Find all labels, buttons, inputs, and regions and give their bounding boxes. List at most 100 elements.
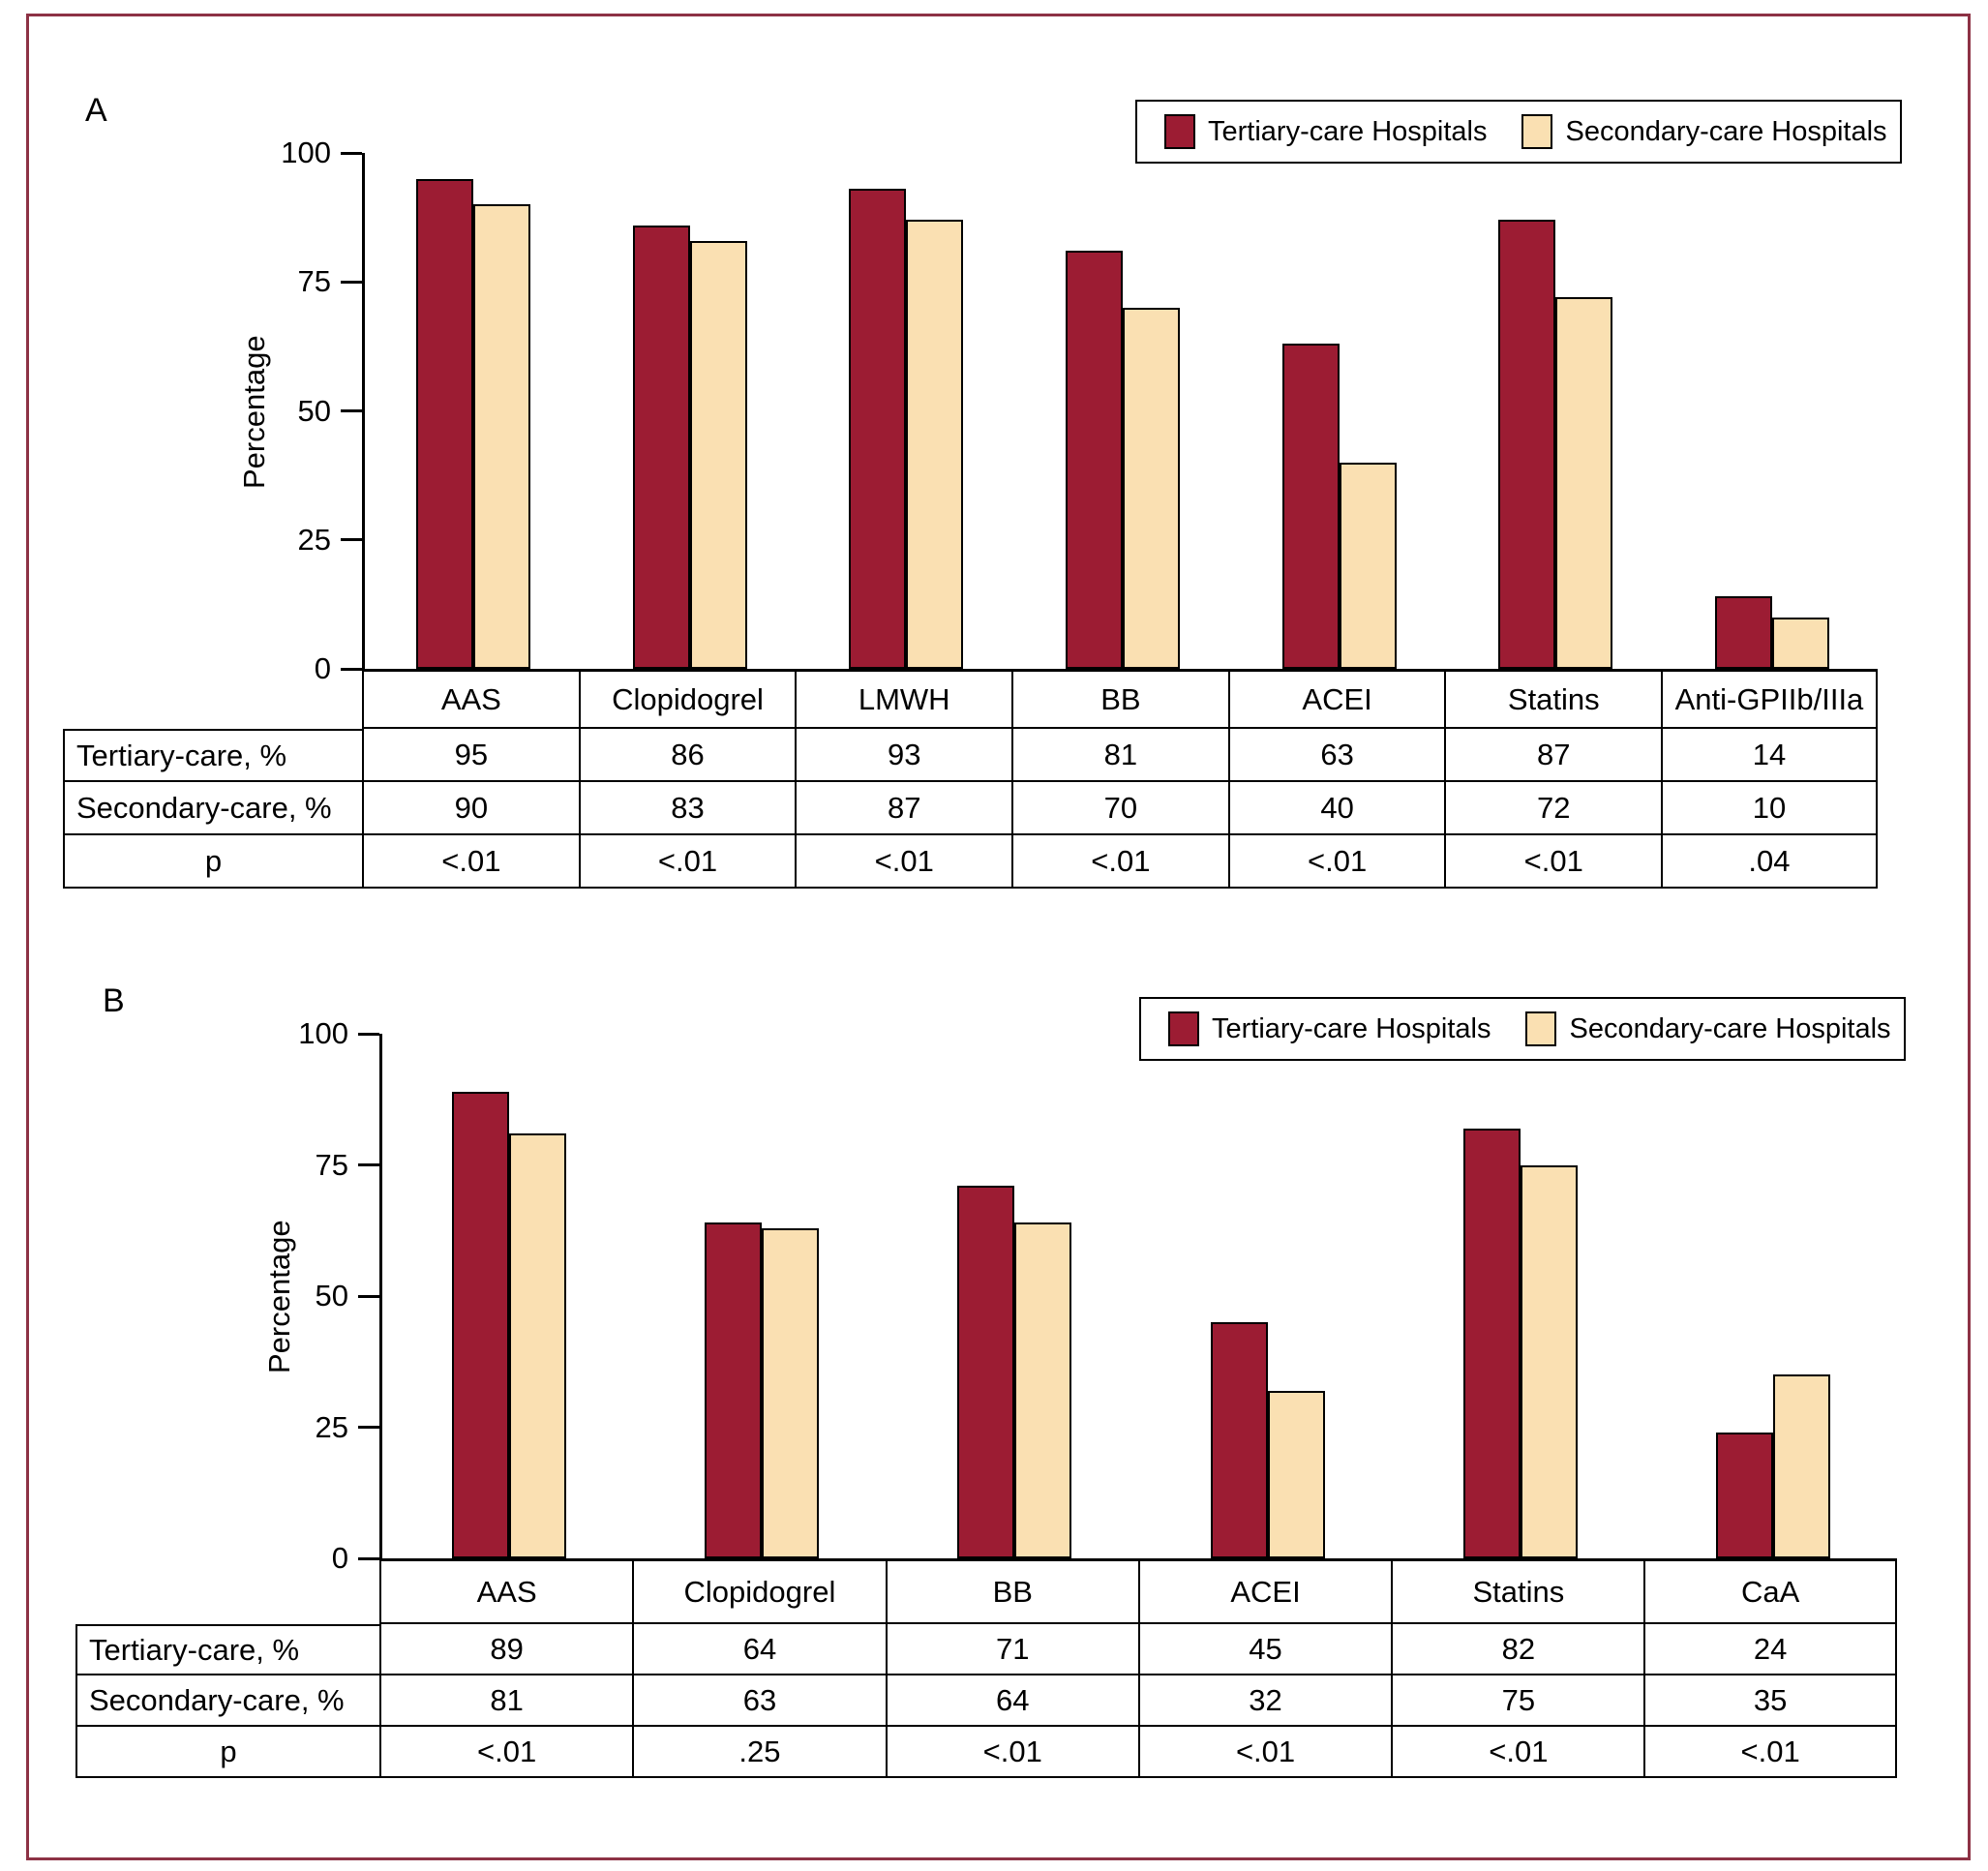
bar-secondary-BB	[1014, 1222, 1072, 1558]
bar-secondary-Anti-GPIIb/IIIa	[1772, 617, 1830, 669]
panel-a-legend: Tertiary-care Hospitals Secondary-care H…	[1135, 100, 1902, 164]
bar-tertiary-AAS	[415, 178, 473, 669]
bar-tertiary-Clopidogrel	[704, 1222, 762, 1558]
table-row-label: Secondary-care, %	[75, 1675, 379, 1727]
y-axis-tick	[358, 1556, 379, 1560]
table-header-cell: ACEI	[1137, 1561, 1392, 1624]
table-cell: 82	[1391, 1624, 1644, 1675]
y-axis-tick-label: 50	[297, 393, 331, 428]
table-header-cell: LMWH	[795, 672, 1012, 729]
table-header-cell: AAS	[379, 1561, 633, 1624]
y-axis-tick	[341, 151, 362, 155]
table-row-label: Secondary-care, %	[63, 782, 362, 835]
panel-a-plot-area: 0 25 50 75 100	[281, 136, 1878, 685]
y-axis-tick	[341, 280, 362, 284]
bar-secondary-Clopidogrel	[761, 1227, 819, 1558]
table-cell: 89	[379, 1624, 633, 1675]
legend-label-secondary: Secondary-care Hospitals	[1565, 115, 1887, 147]
table-cell: <.01	[379, 1727, 633, 1778]
secondary-legend-swatch-icon	[1525, 1011, 1557, 1046]
legend-label-tertiary: Tertiary-care Hospitals	[1212, 1012, 1491, 1044]
table-row-label: p	[75, 1727, 379, 1778]
y-axis-tick-label: 25	[315, 1409, 348, 1444]
table-header-cell: Clopidogrel	[578, 672, 796, 729]
table-row-label: Tertiary-care, %	[63, 729, 362, 782]
y-axis-tick-label: 0	[331, 1541, 348, 1575]
bar-tertiary-BB	[1065, 251, 1123, 669]
table-row-label: p	[63, 835, 362, 889]
table-header-cell: Clopidogrel	[632, 1561, 886, 1624]
panel-a-label: A	[85, 92, 107, 129]
bar-tertiary-ACEI	[1210, 1322, 1268, 1558]
y-axis-tick-label: 100	[281, 136, 331, 169]
bar-secondary-BB	[1122, 307, 1180, 669]
legend-entry-tertiary: Tertiary-care Hospitals	[1164, 114, 1487, 149]
table-cell: 81	[1011, 729, 1228, 782]
table-cell: 35	[1643, 1675, 1897, 1727]
table-cell: 24	[1643, 1624, 1897, 1675]
bar-secondary-ACEI	[1267, 1390, 1325, 1558]
table-cell: 95	[362, 729, 579, 782]
table-cell: 83	[578, 782, 796, 835]
table-cell: <.01	[795, 835, 1012, 889]
table-cell: <.01	[1643, 1727, 1897, 1778]
y-axis-tick	[341, 667, 362, 671]
table-header-cell: BB	[885, 1561, 1138, 1624]
y-axis-tick	[341, 538, 362, 542]
figure-frame-border	[26, 14, 1971, 1860]
y-axis-tick-label: 50	[315, 1279, 348, 1313]
y-axis-tick-label: 0	[314, 651, 331, 685]
table-header-cell: Statins	[1444, 672, 1662, 729]
panel-b-data-table: AAS Clopidogrel BB ACEI Statins CaA Tertiary-c…	[75, 1561, 1897, 1778]
table-cell: 87	[1444, 729, 1662, 782]
bar-tertiary-BB	[957, 1186, 1015, 1558]
legend-entry-tertiary: Tertiary-care Hospitals	[1168, 1011, 1491, 1046]
secondary-legend-swatch-icon	[1521, 114, 1553, 149]
bar-secondary-Clopidogrel	[689, 240, 747, 669]
bar-tertiary-ACEI	[1281, 344, 1340, 669]
table-header-cell: AAS	[362, 672, 579, 729]
table-cell: 71	[885, 1624, 1138, 1675]
bar-secondary-AAS	[508, 1132, 566, 1558]
table-header-cell: CaA	[1643, 1561, 1897, 1624]
table-cell: 64	[632, 1624, 886, 1675]
bar-tertiary-CaA	[1716, 1432, 1774, 1558]
table-cell: .25	[632, 1727, 886, 1778]
table-cell: 14	[1661, 729, 1878, 782]
table-cell: .04	[1661, 835, 1878, 889]
table-cell: 63	[632, 1675, 886, 1727]
y-axis-tick	[341, 409, 362, 412]
legend-label-secondary: Secondary-care Hospitals	[1569, 1012, 1891, 1044]
table-cell: <.01	[885, 1727, 1138, 1778]
y-axis-tick-label: 25	[297, 522, 331, 557]
y-axis-tick	[358, 1163, 379, 1166]
table-cell: <.01	[1011, 835, 1228, 889]
table-cell: 63	[1227, 729, 1445, 782]
table-cell: 86	[578, 729, 796, 782]
legend-label-tertiary: Tertiary-care Hospitals	[1208, 115, 1488, 147]
y-axis-tick-label: 75	[297, 264, 331, 299]
table-corner-cell	[75, 1561, 379, 1624]
table-cell: 81	[379, 1675, 633, 1727]
table-cell: <.01	[1444, 835, 1662, 889]
table-header-cell: Statins	[1391, 1561, 1644, 1624]
bar-secondary-Statins	[1520, 1164, 1578, 1558]
table-cell: 87	[795, 782, 1012, 835]
table-cell: <.01	[1391, 1727, 1644, 1778]
bar-tertiary-AAS	[451, 1091, 509, 1558]
table-header-cell: ACEI	[1227, 672, 1445, 729]
table-cell: 70	[1011, 782, 1228, 835]
bar-tertiary-Clopidogrel	[632, 225, 690, 669]
bar-tertiary-Statins	[1462, 1128, 1521, 1558]
legend-entry-secondary: Secondary-care Hospitals	[1521, 114, 1887, 149]
y-axis-tick	[358, 1426, 379, 1429]
panel-b-plot-area: 0 25 50 75 100	[298, 1016, 1897, 1575]
y-axis-tick	[358, 1294, 379, 1298]
table-cell: 72	[1444, 782, 1662, 835]
bar-tertiary-Anti-GPIIb/IIIa	[1715, 596, 1773, 669]
bar-secondary-ACEI	[1339, 462, 1397, 669]
tertiary-legend-swatch-icon	[1168, 1011, 1199, 1046]
y-axis-tick-label: 75	[315, 1147, 348, 1182]
